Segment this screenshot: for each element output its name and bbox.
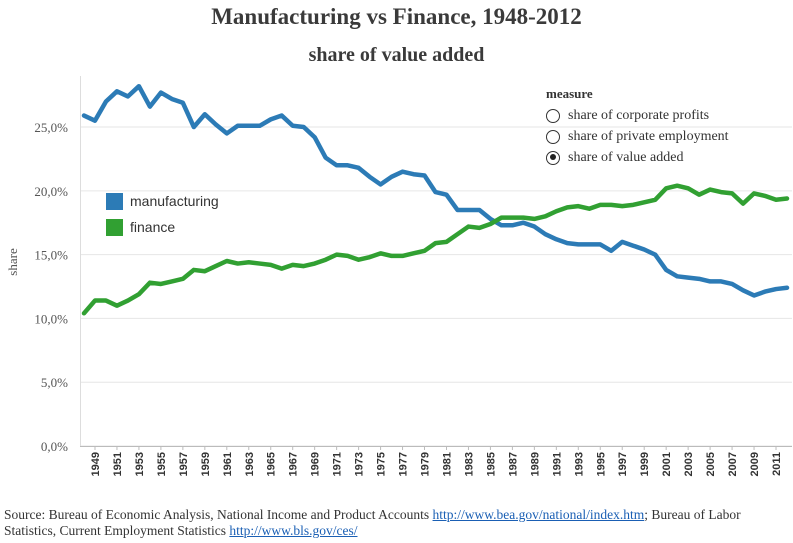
measure-option-value-added[interactable]: share of value added: [546, 147, 729, 168]
x-tick-label: 1975: [376, 452, 388, 476]
x-tick-label: 1977: [398, 452, 410, 476]
legend-item-finance[interactable]: finance: [106, 214, 219, 240]
measure-option-corporate-profits[interactable]: share of corporate profits: [546, 105, 729, 126]
radio-checked-icon[interactable]: [546, 150, 560, 165]
chart-title: Manufacturing vs Finance, 1948-2012: [211, 4, 582, 29]
measure-option-label: share of private employment: [568, 128, 729, 144]
chart-subtitle: share of value added: [308, 44, 485, 66]
x-tick-label: 1997: [617, 452, 629, 476]
x-tick-label: 1979: [420, 452, 432, 476]
measure-title: measure: [546, 86, 593, 101]
x-tick-label: 1995: [595, 452, 607, 476]
measure-option-private-employment[interactable]: share of private employment: [546, 126, 729, 147]
bea-link[interactable]: http://www.bea.gov/national/index.htm: [432, 507, 645, 522]
radio-unchecked-icon[interactable]: [546, 129, 560, 144]
x-tick-label: 1971: [332, 452, 344, 476]
series-line-finance[interactable]: [81, 183, 790, 316]
x-tick-label: 1953: [134, 452, 146, 476]
y-tick-label: 10,0%: [34, 311, 68, 326]
x-tick-label: 1985: [485, 452, 497, 476]
color-legend: manufacturing finance: [106, 188, 219, 240]
x-tick-label: 1991: [551, 452, 563, 476]
x-tick-label: 2003: [683, 452, 695, 476]
source-middle: ; Bureau of Labor Statistics, Current Em…: [4, 507, 741, 538]
x-tick-label: 1967: [288, 452, 300, 476]
x-tick-label: 1957: [178, 452, 190, 476]
y-tick-label: 20,0%: [34, 184, 68, 199]
source-prefix: Source: Bureau of Economic Analysis, Nat…: [4, 507, 433, 522]
legend-label-manufacturing: manufacturing: [130, 193, 219, 209]
y-tick-label: 25,0%: [34, 120, 68, 135]
series-line-manufacturing[interactable]: [81, 83, 790, 298]
x-tick-label: 1973: [354, 452, 366, 476]
x-tick-label: 1959: [200, 452, 212, 476]
x-tick-label: 1969: [310, 452, 322, 476]
measure-option-label: share of corporate profits: [568, 107, 710, 123]
y-axis-label: share: [5, 248, 20, 276]
radio-unchecked-icon[interactable]: [546, 108, 560, 123]
legend-item-manufacturing[interactable]: manufacturing: [106, 188, 219, 214]
x-tick-label: 2009: [749, 452, 761, 476]
finance-swatch-icon: [106, 218, 123, 236]
measure-option-label: share of value added: [568, 149, 684, 165]
x-tick-label: 1987: [507, 452, 519, 476]
measure-selector: measure share of corporate profits share…: [546, 86, 729, 168]
x-tick-label: 1963: [244, 452, 256, 476]
x-tick-label: 1999: [639, 452, 651, 476]
x-tick-label: 2005: [705, 452, 717, 476]
bls-link[interactable]: http://www.bls.gov/ces/: [229, 523, 358, 538]
x-tick-label: 2001: [661, 452, 673, 476]
x-tick-label: 1983: [463, 452, 475, 476]
y-tick-label: 5,0%: [41, 375, 68, 390]
source-note: Source: Bureau of Economic Analysis, Nat…: [4, 507, 789, 539]
legend-label-finance: finance: [130, 219, 176, 235]
x-tick-label: 1981: [441, 452, 453, 476]
x-tick-label: 1961: [222, 452, 234, 476]
x-tick-label: 2007: [727, 452, 739, 476]
x-tick-label: 1955: [156, 452, 168, 476]
x-tick-label: 1951: [112, 452, 124, 476]
x-tick-label: 1965: [266, 452, 278, 476]
x-tick-label: 1993: [573, 452, 585, 476]
x-tick-label: 1989: [529, 452, 541, 476]
x-tick-label: 2011: [771, 452, 783, 476]
y-tick-label: 0,0%: [41, 439, 68, 454]
x-tick-label: 1949: [90, 452, 102, 476]
y-tick-label: 15,0%: [34, 248, 68, 263]
manufacturing-swatch-icon: [106, 192, 123, 210]
